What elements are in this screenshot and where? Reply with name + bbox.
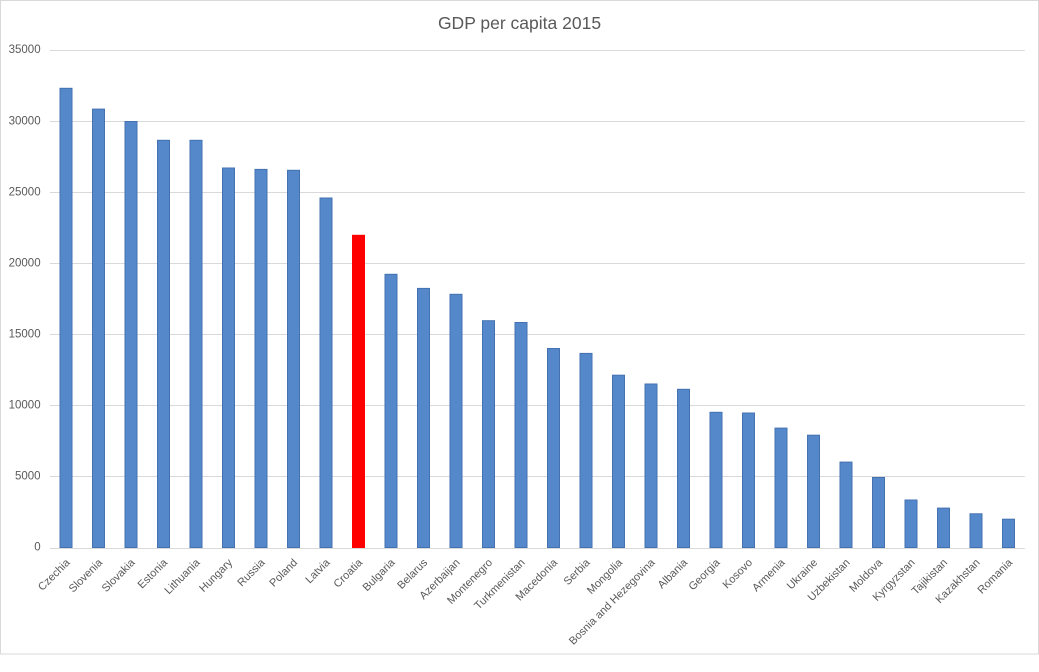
svg-text:15000: 15000: [9, 328, 41, 340]
svg-text:35000: 35000: [9, 44, 41, 56]
svg-text:25000: 25000: [9, 186, 41, 198]
svg-text:GDP per capita 2015: GDP per capita 2015: [438, 13, 601, 33]
svg-text:5000: 5000: [15, 471, 41, 483]
svg-text:30000: 30000: [9, 115, 41, 127]
svg-text:20000: 20000: [9, 257, 41, 269]
svg-text:0: 0: [34, 542, 40, 554]
svg-text:10000: 10000: [9, 400, 41, 412]
